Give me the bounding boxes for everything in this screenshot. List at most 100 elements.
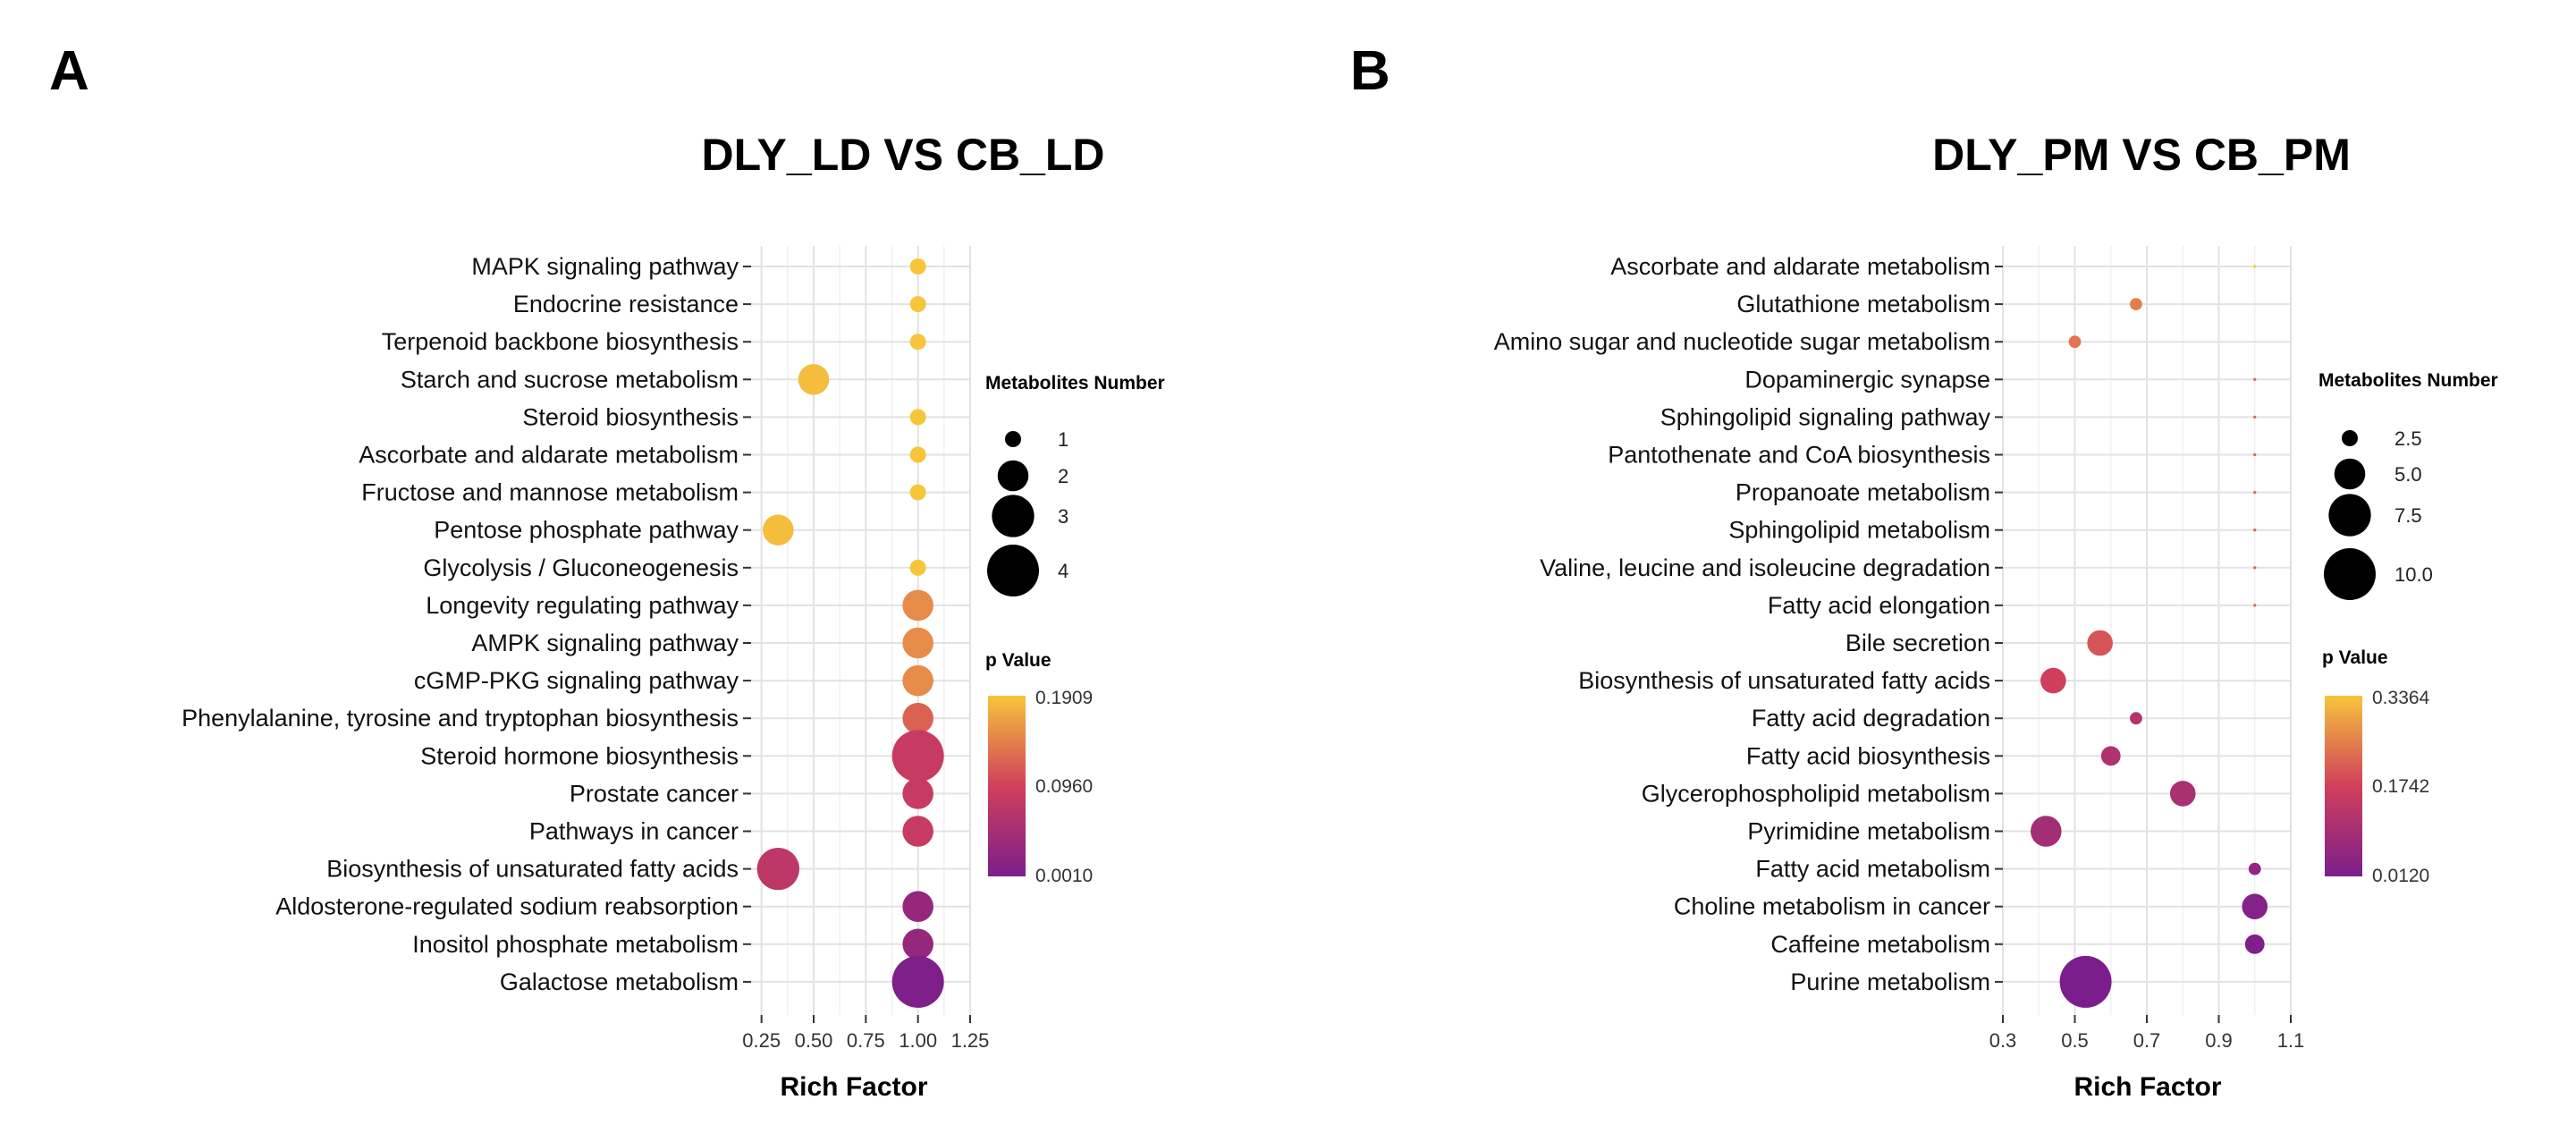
x-tick-label: 0.75 [847,1029,885,1052]
x-tick-label: 0.7 [2133,1029,2161,1052]
bubble-point [902,928,933,960]
y-tick-label: Pyrimidine metabolism [1747,818,1990,845]
chart-title-b: DLY_PM VS CB_PM [1932,130,2351,180]
bubble-point [2031,816,2062,847]
bubble-point [2068,335,2082,349]
size-legend-dot [987,545,1039,596]
size-legend-a: 1 2 3 4 [987,428,1068,596]
bubble-point [2253,566,2257,570]
bubble-point [2253,604,2257,607]
x-tick-label: 0.5 [2061,1029,2089,1052]
y-tick-label: Biosynthesis of unsaturated fatty acids [1578,667,1990,694]
y-tick-label: Sphingolipid signaling pathway [1660,403,1991,430]
bubble-point [2130,712,2142,725]
y-tick-label: Galactose metabolism [500,969,739,995]
color-legend-max-b: 0.3364 [2372,688,2430,708]
size-legend-label: 10.0 [2394,563,2433,586]
plot-area-a [751,246,970,1015]
bubble-point [2253,377,2257,381]
y-tick-label: Glycolysis / Gluconeogenesis [423,554,739,581]
panel-b: B DLY_PM VS CB_PM Ascorbate and aldarate… [1350,40,2498,1102]
bubble-point [756,847,799,891]
x-tick-label: 1.25 [951,1029,990,1052]
x-tick-label: 1.00 [899,1029,937,1052]
size-legend-label: 4 [1058,560,1068,582]
size-legend-label: 2.5 [2394,427,2422,450]
y-tick-label: Terpenoid backbone biosynthesis [382,328,739,355]
y-tick-label: Aldosterone-regulated sodium reabsorptio… [275,893,739,920]
x-axis-ticks-b: 0.3 0.5 0.7 0.9 1.1 [1989,1015,2305,1052]
bubble-point [902,816,933,847]
bubble-point [891,730,944,782]
y-tick-label: Purine metabolism [1790,969,1990,995]
panel-a: A DLY_LD VS CB_LD MAPK signaling pathway… [49,40,1165,1102]
size-legend-dot [1005,431,1021,447]
bubble-point [909,409,926,426]
bubble-point [2059,955,2112,1008]
y-tick-label: Fructose and mannose metabolism [361,479,739,506]
bubble-point [798,364,830,395]
bubbles-b [2031,265,2268,1008]
x-tick-label: 0.9 [2205,1029,2233,1052]
bubble-point [902,702,933,734]
size-legend-dot [2334,458,2366,490]
y-tick-label: Steroid hormone biosynthesis [420,742,739,769]
bubble-point [902,589,933,622]
color-bar-b [2325,696,2362,876]
size-legend-label: 2 [1058,465,1068,487]
y-tick-label: Choline metabolism in cancer [1674,893,1990,920]
y-tick-label: Prostate cancer [570,780,739,807]
x-tick-label: 0.3 [1989,1029,2017,1052]
color-legend-title-a: p Value [985,650,1052,671]
color-legend-min-b: 0.0120 [2372,866,2429,886]
y-tick-label: Sphingolipid metabolism [1728,517,1990,544]
y-tick-label: cGMP-PKG signaling pathway [414,667,739,694]
size-legend-dot [2342,430,2358,446]
bubble-point [2040,667,2066,694]
bubble-point [763,514,794,546]
y-tick-label: Pentose phosphate pathway [434,517,739,544]
y-tick-label: Pantothenate and CoA biosynthesis [1608,442,1990,469]
y-tick-label: Dopaminergic synapse [1744,366,1990,393]
y-tick-label: Fatty acid degradation [1752,705,1990,732]
color-legend-mid-a: 0.0960 [1035,776,1093,797]
bubble-point [2253,453,2257,457]
color-legend-min-a: 0.0010 [1035,866,1093,886]
size-legend-dot [997,460,1029,492]
y-axis-labels-a: MAPK signaling pathway Endocrine resistan… [182,253,751,995]
x-axis-title-a: Rich Factor [780,1072,927,1102]
bubble-point [909,258,926,275]
bubble-point [902,778,933,809]
bubble-point [2100,746,2121,766]
y-tick-label: Biosynthesis of unsaturated fatty acids [326,856,739,883]
x-tick-label: 1.1 [2277,1029,2305,1052]
y-tick-label: Steroid biosynthesis [522,403,739,430]
y-tick-label: Fatty acid elongation [1768,592,1990,619]
y-tick-label: AMPK signaling pathway [471,630,739,656]
y-tick-label: Valine, leucine and isoleucine degradati… [1540,554,1990,581]
size-legend-title-a: Metabolites Number [985,373,1165,393]
y-tick-label: Longevity regulating pathway [426,592,739,619]
size-legend-b: 2.5 5.0 7.5 10.0 [2324,427,2433,600]
bubble-point [2248,862,2261,876]
bubble-point [902,891,933,922]
size-legend-label: 1 [1058,428,1068,451]
x-axis-title-b: Rich Factor [2073,1072,2221,1102]
bubble-point [902,664,933,697]
bubble-point [2244,934,2265,954]
size-legend-label: 3 [1058,505,1068,528]
y-tick-label: Ascorbate and aldarate metabolism [359,442,739,469]
panel-label-a: A [49,40,89,102]
bubble-point [909,296,926,313]
bubble-point [891,955,944,1008]
y-tick-label: Fatty acid biosynthesis [1746,742,1990,769]
bubble-point [2087,630,2113,656]
bubble-point [2253,265,2257,268]
y-tick-label: Pathways in cancer [529,818,739,845]
x-tick-label: 0.25 [742,1029,781,1052]
chart-title-a: DLY_LD VS CB_LD [701,130,1104,180]
x-tick-label: 0.50 [795,1029,833,1052]
y-tick-label: Bile secretion [1845,630,1990,656]
size-legend-title-b: Metabolites Number [2318,370,2498,391]
